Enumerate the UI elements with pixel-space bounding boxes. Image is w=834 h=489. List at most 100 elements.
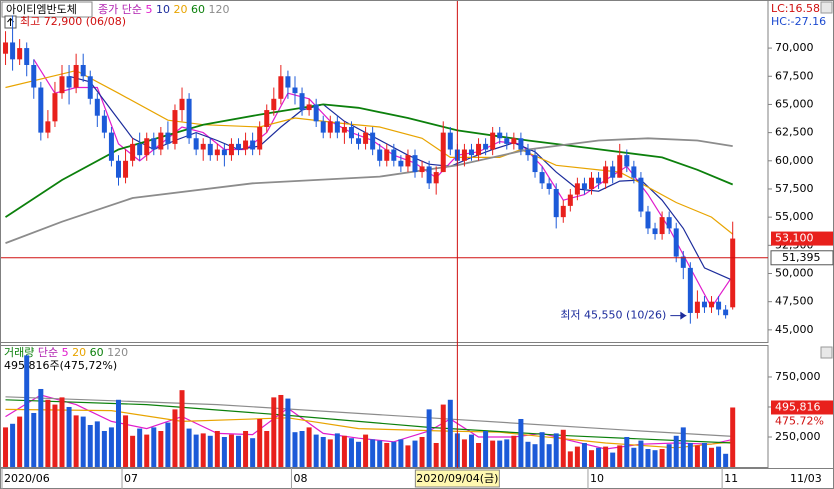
volume-bar <box>115 399 121 467</box>
volume-bar <box>271 397 277 467</box>
candle-body <box>101 115 107 133</box>
candle-body <box>617 155 623 178</box>
candle-body <box>172 110 178 144</box>
volume-bar <box>426 409 432 467</box>
volume-bar <box>518 418 524 467</box>
legend-entry: 5 <box>62 346 69 359</box>
volume-bar <box>172 409 178 467</box>
volume-bar <box>723 453 729 467</box>
candle-body <box>257 126 263 150</box>
candle-body <box>80 64 86 77</box>
candle-body <box>581 183 587 189</box>
candle-body <box>419 166 425 173</box>
volume-bar <box>130 435 136 467</box>
volume-bar <box>483 430 489 467</box>
volume-bar <box>631 447 637 467</box>
legend-entry: 5 <box>145 3 152 16</box>
volume-bar <box>468 434 474 467</box>
volume-bar <box>158 430 164 467</box>
volume-bar <box>207 435 213 467</box>
candle-body <box>405 155 411 167</box>
panel-button[interactable] <box>820 1 833 14</box>
candle-body <box>193 138 199 150</box>
candle-body <box>673 228 679 257</box>
volume-bar <box>610 452 616 467</box>
volume-bar <box>412 440 418 467</box>
y-tick-label: 47,500 <box>775 295 814 308</box>
candle-body <box>207 143 213 156</box>
y-tick-label: 55,000 <box>775 210 814 223</box>
candle-body <box>525 149 531 156</box>
candle-body <box>24 48 30 65</box>
volume-bar <box>179 390 185 467</box>
candle-body <box>412 155 418 173</box>
volume-bar <box>292 432 298 467</box>
volume-bar <box>151 427 157 467</box>
candle-body <box>589 177 595 189</box>
candle-body <box>398 160 404 167</box>
candle-body <box>518 138 524 150</box>
legend-label: 단순 <box>38 346 58 359</box>
volume-bar <box>250 438 256 467</box>
volume-bar <box>553 433 559 467</box>
candle-body <box>278 76 284 99</box>
candle-body <box>680 256 686 268</box>
candle-body <box>603 166 609 184</box>
candle-body <box>560 205 566 218</box>
candle-body <box>320 121 326 133</box>
y-tick-label: 62,500 <box>775 126 814 139</box>
volume-bar <box>257 418 263 467</box>
volume-bar <box>137 428 143 467</box>
current-date: 11/03 <box>790 472 822 485</box>
volume-bar <box>108 427 114 467</box>
volume-bar <box>306 427 312 467</box>
candle-body <box>108 132 114 161</box>
candle-body <box>476 143 482 156</box>
candle-body <box>553 188 559 218</box>
candle-body <box>723 309 729 316</box>
candle-body <box>264 110 270 127</box>
volume-bar <box>10 423 16 467</box>
candle-body <box>645 211 651 229</box>
volume-bar <box>377 440 383 467</box>
volume-bar <box>638 440 644 467</box>
volume-bar <box>80 416 86 467</box>
candle-body <box>3 42 9 54</box>
volume-bar <box>341 435 347 467</box>
candle-body <box>271 98 277 111</box>
volume-bar <box>3 427 9 467</box>
crosshair-price-box <box>770 250 834 266</box>
y-tick-label: 250,000 <box>775 430 821 443</box>
volume-bar <box>398 439 404 467</box>
candle-body <box>52 93 58 122</box>
volume-bar <box>24 355 30 467</box>
volume-bar <box>645 448 651 467</box>
x-tick-label: 10 <box>590 472 604 485</box>
candle-body <box>730 238 736 308</box>
current-price-box <box>771 231 833 246</box>
candle-body <box>433 172 439 184</box>
moving-average <box>5 399 733 444</box>
volume-bar <box>327 439 333 467</box>
volume-bar <box>320 436 326 467</box>
volume-title: 거래량 <box>4 346 34 359</box>
volume-bar <box>532 444 538 467</box>
candle-body <box>709 301 715 308</box>
candle-body <box>716 301 722 310</box>
candle-body <box>130 143 136 161</box>
panel-button[interactable] <box>820 346 833 359</box>
volume-bar <box>701 442 707 467</box>
lc-label: LC:16.58 <box>771 2 820 15</box>
candle-body <box>59 76 65 94</box>
candle-body <box>38 87 44 133</box>
candle-body <box>313 104 319 122</box>
volume-bar <box>716 446 722 467</box>
candle-body <box>144 138 150 156</box>
candle-body <box>490 132 496 150</box>
legend-entry: 120 <box>107 346 128 359</box>
candle-body <box>17 48 23 60</box>
volume-bar <box>236 435 242 467</box>
candle-body <box>186 98 192 139</box>
